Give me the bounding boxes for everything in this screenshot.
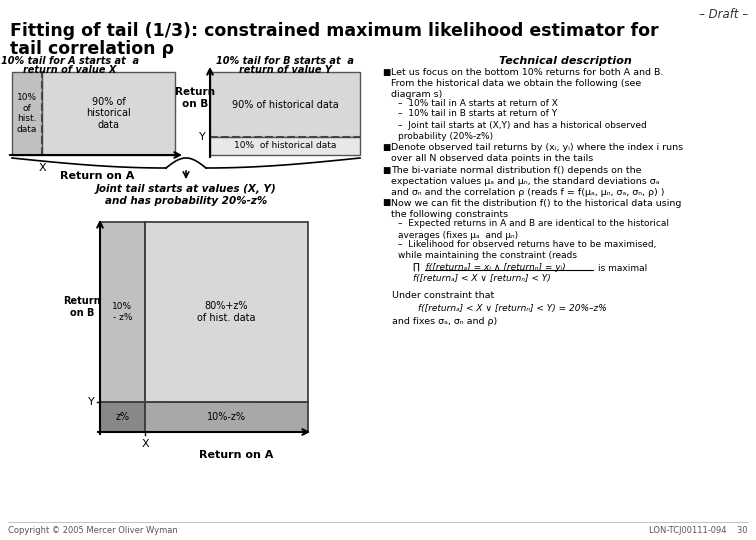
Text: Y: Y (200, 132, 206, 142)
Bar (210, 137, 360, 155)
Text: ■: ■ (382, 166, 390, 175)
Text: is maximal: is maximal (598, 264, 647, 273)
Text: and fixes σₐ, σₙ and ρ): and fixes σₐ, σₙ and ρ) (392, 316, 497, 326)
Text: 10% tail for A starts at  a: 10% tail for A starts at a (1, 56, 139, 66)
Text: –  Joint tail starts at (X,Y) and has a historical observed
probability (20%-z%): – Joint tail starts at (X,Y) and has a h… (398, 120, 646, 140)
Bar (145, 402, 308, 432)
Text: 90% of historical data: 90% of historical data (231, 99, 339, 110)
Text: ■: ■ (382, 143, 390, 152)
Bar (145, 222, 308, 402)
Text: Under constraint that: Under constraint that (392, 292, 494, 300)
Text: Now we can fit the distribution f() to the historical data using
the following c: Now we can fit the distribution f() to t… (391, 199, 681, 219)
Text: 10%
- z%: 10% - z% (113, 302, 132, 322)
Text: Joint tail starts at values (X, Y)
and has probability 20%-z%: Joint tail starts at values (X, Y) and h… (95, 184, 277, 206)
Text: return of value X: return of value X (23, 65, 116, 75)
Text: f([returnₐ] < X ∨ [returnₙ] < Y) = 20%–z%: f([returnₐ] < X ∨ [returnₙ] < Y) = 20%–z… (418, 304, 607, 313)
Bar (210, 72, 360, 137)
Text: Return
on B: Return on B (175, 87, 215, 109)
Text: –  Expected returns in A and B are identical to the historical
averages (fixes μ: – Expected returns in A and B are identi… (398, 219, 669, 240)
Text: LON-TCJ00111-094    30: LON-TCJ00111-094 30 (649, 526, 748, 535)
Text: X: X (39, 163, 46, 173)
Text: Copyright © 2005 Mercer Oliver Wyman: Copyright © 2005 Mercer Oliver Wyman (8, 526, 178, 535)
Text: Return on A: Return on A (60, 171, 134, 181)
Text: Denote observed tail returns by (xᵢ, yᵢ) where the index i runs
over all N obser: Denote observed tail returns by (xᵢ, yᵢ)… (391, 143, 683, 163)
Text: Return on A: Return on A (200, 450, 274, 460)
Text: Return
on B: Return on B (64, 296, 101, 318)
Text: Fitting of tail (1/3): constrained maximum likelihood estimator for: Fitting of tail (1/3): constrained maxim… (10, 22, 658, 40)
Text: tail correlation ρ: tail correlation ρ (10, 40, 174, 58)
Text: 90% of
historical
data: 90% of historical data (86, 97, 131, 130)
Bar (42, 72, 175, 155)
Text: return of value Y: return of value Y (239, 65, 331, 75)
Text: ∏  f([returnₐ] = xᵢ ∧ [returnₙ] = yᵢ): ∏ f([returnₐ] = xᵢ ∧ [returnₙ] = yᵢ) (413, 264, 565, 273)
Text: 10%
of
hist.
data: 10% of hist. data (17, 93, 37, 133)
Text: Let us focus on the bottom 10% returns for both A and B.
From the historical dat: Let us focus on the bottom 10% returns f… (391, 68, 663, 99)
Text: 10%  of historical data: 10% of historical data (234, 141, 336, 151)
Text: –  Likelihood for observed returns have to be maximised,
while maintaining the c: – Likelihood for observed returns have t… (398, 240, 656, 260)
Text: 80%+z%
of hist. data: 80%+z% of hist. data (197, 301, 256, 323)
Text: X: X (141, 439, 149, 449)
Bar (100, 222, 145, 402)
Bar (100, 402, 145, 432)
Text: f([returnₐ] < X ∨ [returnₙ] < Y): f([returnₐ] < X ∨ [returnₙ] < Y) (413, 274, 551, 284)
Text: Technical description: Technical description (499, 56, 631, 66)
Text: – Draft –: – Draft – (699, 8, 748, 21)
Text: Y: Y (88, 397, 95, 407)
Bar (12, 72, 42, 155)
Text: The bi-variate normal distribution f() depends on the
expectation values μₐ and : The bi-variate normal distribution f() d… (391, 166, 665, 197)
Text: z%: z% (116, 412, 129, 422)
Text: 10% tail for B starts at  a: 10% tail for B starts at a (216, 56, 354, 66)
Text: –  10% tail in A starts at return of X: – 10% tail in A starts at return of X (398, 98, 558, 107)
Text: 10%-z%: 10%-z% (207, 412, 246, 422)
Text: –  10% tail in B starts at return of Y: – 10% tail in B starts at return of Y (398, 110, 557, 118)
Text: ■: ■ (382, 199, 390, 207)
Text: ■: ■ (382, 68, 390, 77)
